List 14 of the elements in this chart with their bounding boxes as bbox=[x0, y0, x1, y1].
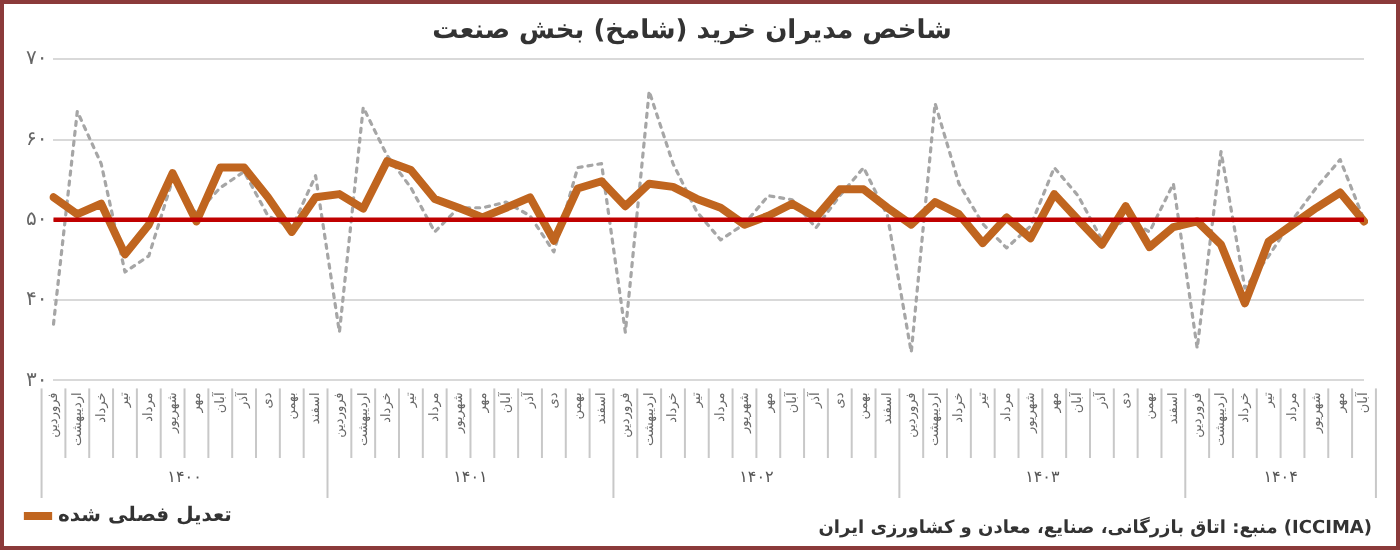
legend-label: تعدیل فصلی شده bbox=[58, 505, 233, 528]
y-tick-label: ۶۰ bbox=[25, 128, 48, 151]
chart-title: شاخص مدیران خرید (شامخ) بخش صنعت bbox=[432, 16, 952, 47]
y-tick-label: ۳۰ bbox=[25, 369, 48, 392]
text: ۱۴۰۳ bbox=[1025, 468, 1061, 487]
line-series bbox=[51, 89, 1366, 354]
y-tick-label: ۷۰ bbox=[25, 48, 48, 71]
text: منبع: اتاق بازرگانی، صنایع، معادن و کشاورزی ایران (ICCIMA) bbox=[818, 514, 1372, 539]
y-tick-label: ۴۰ bbox=[25, 289, 48, 312]
text: ۱۴۰۴ bbox=[1263, 468, 1298, 487]
text: ۱۴۰۰ bbox=[167, 468, 202, 487]
text: ۱۴۰۲ bbox=[739, 468, 774, 487]
y-tick-label: ۵۰ bbox=[25, 209, 48, 231]
text: ۱۴۰۱ bbox=[453, 468, 488, 487]
